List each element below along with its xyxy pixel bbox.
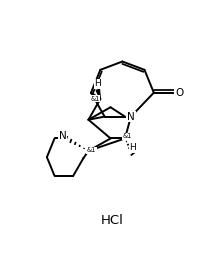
Text: H: H	[94, 79, 101, 89]
Text: &1: &1	[91, 96, 100, 102]
Text: &1: &1	[123, 133, 132, 139]
Polygon shape	[96, 89, 100, 99]
Text: N: N	[127, 112, 135, 122]
Text: H: H	[129, 143, 136, 152]
Text: HCl: HCl	[101, 214, 124, 227]
Text: O: O	[175, 88, 183, 98]
Text: N: N	[59, 131, 67, 141]
Text: &1: &1	[87, 147, 96, 153]
